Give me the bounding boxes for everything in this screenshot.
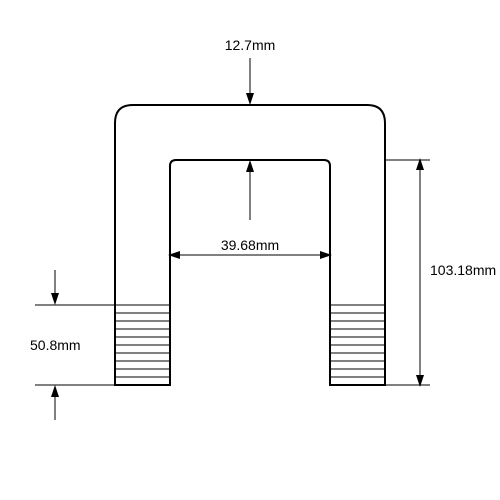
thread-hatch-right <box>330 305 385 385</box>
dim-label-inner-width: 39.68mm <box>221 237 279 253</box>
dim-label-inner-height: 103.18mm <box>430 262 496 278</box>
thread-hatch-left <box>115 305 170 385</box>
dim-label-top-thickness: 12.7mm <box>225 37 276 53</box>
dimension-diagram: 12.7mm 39.68mm 103.18mm 50.8mm <box>0 0 500 500</box>
dim-label-thread-height: 50.8mm <box>30 337 81 353</box>
